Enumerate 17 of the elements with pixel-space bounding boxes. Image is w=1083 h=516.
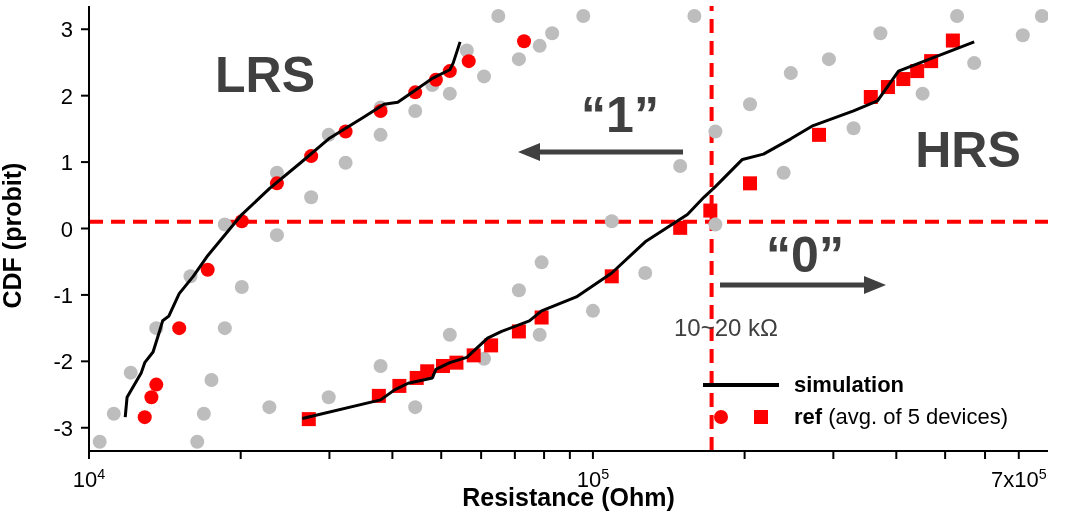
x-tick-label: 10$^{4}$	[72, 466, 106, 492]
y-tick-label: -2	[53, 349, 73, 375]
annotation: “0”	[766, 227, 844, 283]
x-tick-label: 7x10$^{5}$	[990, 466, 1047, 492]
annotation: “1”	[581, 87, 659, 143]
y-tick-label: -3	[53, 415, 73, 441]
legend-label: ref (avg. of 5 devices)	[794, 404, 1008, 430]
y-tick-label: 1	[60, 150, 73, 176]
annotation: 10~20 kΩ	[673, 313, 779, 341]
legend-label: simulation	[794, 372, 905, 397]
annotation: LRS	[215, 47, 315, 103]
y-tick-label: 3	[60, 17, 73, 43]
y-axis-title: CDF (probit)	[0, 162, 26, 309]
y-tick-label: 2	[60, 83, 73, 109]
annotation: HRS	[915, 122, 1021, 178]
y-tick-label: 0	[60, 216, 73, 242]
y-tick-label: -1	[53, 282, 73, 308]
